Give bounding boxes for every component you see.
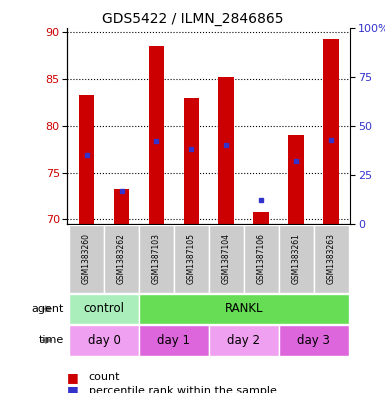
Bar: [69, 294, 139, 324]
Bar: [149, 46, 164, 224]
Bar: [244, 225, 279, 293]
Bar: [209, 225, 244, 293]
Text: ■: ■: [67, 371, 79, 384]
Text: GSM1383261: GSM1383261: [292, 233, 301, 285]
Text: RANKL: RANKL: [224, 302, 263, 316]
Text: day 2: day 2: [227, 334, 260, 347]
Text: GSM1387105: GSM1387105: [187, 233, 196, 285]
Text: ■: ■: [67, 384, 79, 393]
Bar: [174, 225, 209, 293]
Text: GSM1387103: GSM1387103: [152, 233, 161, 285]
Bar: [279, 225, 314, 293]
Text: GSM1383262: GSM1383262: [117, 233, 126, 285]
Text: GSM1383263: GSM1383263: [326, 233, 336, 285]
Bar: [79, 95, 94, 224]
Text: GSM1387104: GSM1387104: [222, 233, 231, 285]
Bar: [139, 325, 209, 356]
Bar: [139, 294, 348, 324]
Bar: [314, 225, 348, 293]
Bar: [288, 135, 304, 224]
Bar: [218, 77, 234, 224]
Text: day 1: day 1: [157, 334, 191, 347]
Bar: [279, 325, 348, 356]
Bar: [253, 212, 269, 224]
Text: GDS5422 / ILMN_2846865: GDS5422 / ILMN_2846865: [102, 12, 283, 26]
Text: control: control: [84, 302, 125, 316]
Bar: [69, 225, 104, 293]
Bar: [114, 189, 129, 224]
Text: GSM1383260: GSM1383260: [82, 233, 91, 285]
Bar: [104, 225, 139, 293]
Bar: [323, 39, 339, 224]
Text: day 0: day 0: [88, 334, 121, 347]
Text: GSM1387106: GSM1387106: [257, 233, 266, 285]
Bar: [184, 98, 199, 224]
Text: day 3: day 3: [297, 334, 330, 347]
Text: agent: agent: [31, 304, 64, 314]
Bar: [139, 225, 174, 293]
Bar: [209, 325, 279, 356]
Bar: [69, 325, 139, 356]
Text: count: count: [89, 372, 120, 382]
Text: percentile rank within the sample: percentile rank within the sample: [89, 386, 276, 393]
Text: time: time: [38, 335, 64, 345]
